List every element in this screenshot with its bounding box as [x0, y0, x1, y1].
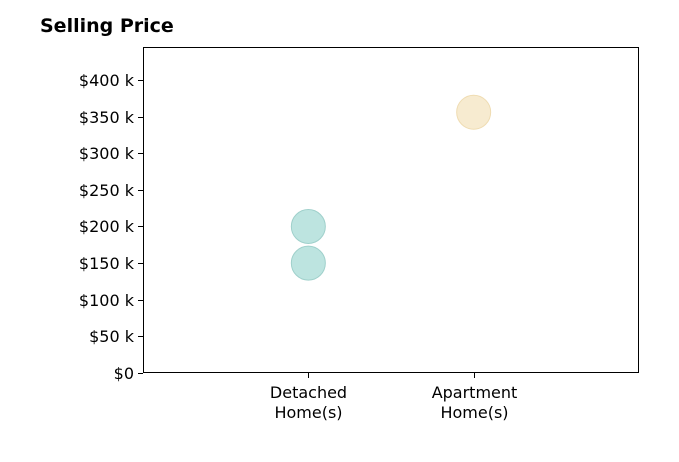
y-tick-label: $350 k — [79, 108, 135, 127]
x-tick-label: Home(s) — [274, 403, 342, 422]
y-tick-label: $300 k — [79, 144, 135, 163]
y-tick-label: $100 k — [79, 291, 135, 310]
y-tick-label: $150 k — [79, 254, 135, 273]
y-tick-label: $400 k — [79, 71, 135, 90]
plot-area — [143, 47, 639, 373]
data-point — [290, 208, 326, 244]
x-tick-label: Home(s) — [440, 403, 508, 422]
y-tick-label: $0 — [114, 364, 134, 383]
data-points — [290, 94, 492, 281]
y-tick-label: $200 k — [79, 217, 135, 236]
y-axis: $0 $50 k $100 k $150 k $200 k $250 k $300 k $35… — [79, 71, 143, 383]
data-point — [456, 94, 492, 130]
plot-frame — [143, 47, 639, 373]
x-tick-label: Apartment — [432, 383, 518, 402]
x-tick-label: Detached — [270, 383, 347, 402]
chart-title: Selling Price — [40, 15, 174, 37]
y-tick-label: $250 k — [79, 181, 135, 200]
y-tick-label: $50 k — [89, 327, 135, 346]
data-point — [290, 245, 326, 281]
